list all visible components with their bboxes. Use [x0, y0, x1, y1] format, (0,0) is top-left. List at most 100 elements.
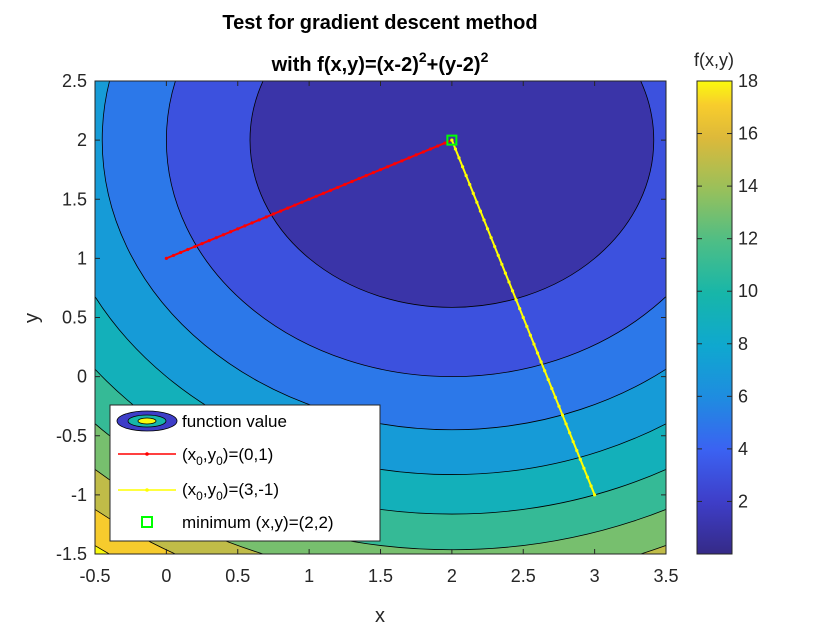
- x-tick-label: -0.5: [79, 566, 110, 586]
- descent-point: [200, 241, 204, 246]
- descent-point: [510, 289, 515, 293]
- descent-point: [585, 475, 590, 479]
- descent-point: [518, 307, 522, 311]
- descent-point: [336, 185, 340, 190]
- descent-point: [271, 212, 276, 216]
- x-axis: -0.5 0 0.5 1 1.5 2 2.5 3 3.5: [79, 81, 679, 586]
- descent-point: [464, 174, 468, 178]
- colorbar-tick-label: 6: [738, 386, 748, 406]
- descent-point: [564, 422, 568, 426]
- legend-entry-red-path: (x0,y0)=(0,1): [118, 445, 273, 468]
- descent-point: [493, 244, 497, 249]
- descent-point: [293, 203, 297, 207]
- legend-entry-yellow-path: (x0,y0)=(3,-1): [118, 480, 279, 503]
- y-tick-label: 0: [77, 367, 87, 387]
- descent-point: [229, 230, 233, 234]
- x-tick-label: 0: [161, 566, 171, 586]
- y-tick-label: -1.5: [56, 544, 87, 564]
- descent-point: [568, 431, 572, 435]
- colorbar: f(x,y) 2 4 6 8 10 12 14 16 18: [694, 50, 758, 555]
- descent-point: [343, 182, 347, 187]
- descent-point: [546, 377, 550, 382]
- descent-point: [193, 244, 197, 249]
- y-tick-label: 2: [77, 130, 87, 150]
- descent-point: [560, 413, 565, 417]
- descent-point: [500, 262, 504, 266]
- descent-point: [482, 218, 486, 222]
- descent-point: [539, 360, 543, 364]
- x-tick-label: 2.5: [511, 566, 536, 586]
- descent-point: [532, 342, 536, 346]
- descent-point: [496, 253, 500, 258]
- descent-point: [503, 271, 508, 275]
- descent-point: [407, 156, 411, 160]
- legend-entry-minimum: minimum (x,y)=(2,2): [141, 513, 334, 532]
- descent-point: [207, 239, 211, 243]
- descent-point: [214, 236, 218, 240]
- x-tick-label: 3.5: [653, 566, 678, 586]
- descent-point: [300, 200, 304, 204]
- descent-point: [328, 188, 333, 192]
- descent-point: [593, 493, 597, 497]
- descent-point: [236, 227, 240, 231]
- legend: function value (x0,y0)=(0,1) (x0,y0)=(3,…: [109, 404, 381, 542]
- descent-point: [468, 182, 472, 187]
- colorbar-tick-label: 16: [738, 124, 758, 144]
- minimum-marker: [446, 134, 458, 146]
- descent-point: [278, 209, 283, 213]
- descent-point: [528, 333, 532, 337]
- svg-text:(x0,y0)=(3,-1): (x0,y0)=(3,-1): [182, 480, 279, 503]
- descent-point: [350, 179, 354, 184]
- descent-point: [571, 440, 575, 444]
- y-tick-label: 2.5: [62, 71, 87, 91]
- descent-point: [393, 162, 397, 166]
- descent-point: [264, 215, 268, 219]
- y-tick-label: -1: [71, 485, 87, 505]
- descent-point: [589, 484, 593, 488]
- descent-point: [400, 159, 404, 163]
- x-tick-label: 1.5: [368, 566, 393, 586]
- descent-point: [443, 141, 447, 145]
- x-axis-label: x: [375, 605, 385, 627]
- descent-point: [557, 404, 561, 408]
- descent-point: [186, 247, 190, 252]
- descent-point: [550, 386, 554, 391]
- descent-point: [457, 156, 461, 160]
- descent-point: [475, 200, 479, 204]
- descent-point: [221, 233, 226, 237]
- svg-text:minimum (x,y)=(2,2): minimum (x,y)=(2,2): [182, 513, 334, 532]
- y-tick-label: -0.5: [56, 426, 87, 446]
- descent-point: [171, 253, 176, 258]
- x-tick-label: 2: [447, 566, 457, 586]
- descent-point: [357, 176, 361, 181]
- descent-paths: [164, 134, 597, 497]
- descent-point: [164, 256, 168, 260]
- descent-point: [257, 218, 261, 222]
- colorbar-label: f(x,y): [694, 50, 734, 70]
- svg-text:function value: function value: [182, 412, 287, 431]
- descent-point: [543, 369, 547, 373]
- descent-point: [507, 280, 511, 284]
- contour-band-0-2: [249, 81, 655, 308]
- descent-point: [582, 466, 586, 470]
- descent-point: [364, 174, 368, 178]
- descent-point: [535, 351, 540, 355]
- descent-point: [314, 194, 318, 198]
- colorbar-tick-label: 12: [738, 229, 758, 249]
- x-tick-label: 3: [590, 566, 600, 586]
- colorbar-tick-label: 14: [738, 176, 758, 196]
- descent-point: [450, 138, 454, 142]
- y-tick-label: 1: [77, 248, 87, 268]
- chart-title-line2: with f(x,y)=(x-2)2+(y-2)2: [271, 49, 489, 76]
- descent-point: [250, 221, 254, 225]
- x-tick-label: 0.5: [225, 566, 250, 586]
- descent-point: [521, 315, 525, 320]
- descent-point: [436, 144, 440, 148]
- x-tick-label: 1: [304, 566, 314, 586]
- colorbar-tick-label: 10: [738, 281, 758, 301]
- y-axis-label: y: [21, 313, 43, 323]
- descent-point: [525, 324, 529, 328]
